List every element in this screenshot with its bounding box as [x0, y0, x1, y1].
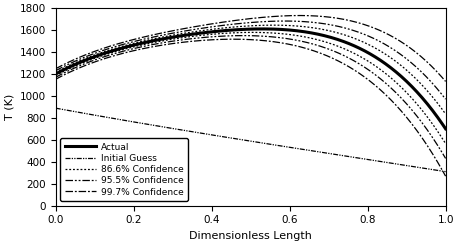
X-axis label: Dimensionless Length: Dimensionless Length	[189, 231, 312, 241]
Legend: Actual, Initial Guess, 86.6% Confidence, 95.5% Confidence, 99.7% Confidence: Actual, Initial Guess, 86.6% Confidence,…	[60, 138, 188, 201]
Y-axis label: T (K): T (K)	[4, 94, 14, 120]
